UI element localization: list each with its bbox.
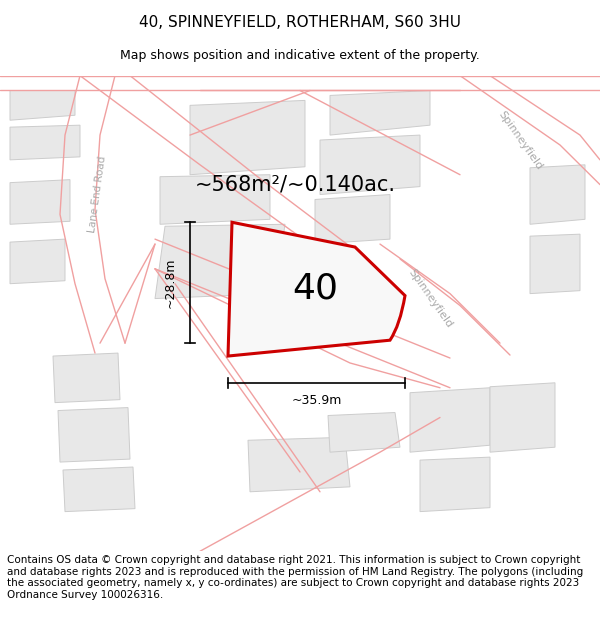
Polygon shape bbox=[248, 438, 350, 492]
Text: Lane End Road: Lane End Road bbox=[86, 156, 107, 234]
Text: 40, SPINNEYFIELD, ROTHERHAM, S60 3HU: 40, SPINNEYFIELD, ROTHERHAM, S60 3HU bbox=[139, 14, 461, 29]
Polygon shape bbox=[530, 234, 580, 294]
Polygon shape bbox=[410, 388, 490, 452]
Text: 40: 40 bbox=[292, 272, 338, 306]
Polygon shape bbox=[490, 382, 555, 452]
Polygon shape bbox=[63, 467, 135, 512]
Text: Lane End Road: Lane End Road bbox=[259, 314, 341, 349]
Text: ~35.9m: ~35.9m bbox=[292, 394, 341, 407]
Text: Spinneyfield: Spinneyfield bbox=[406, 268, 454, 330]
Text: Spinneyfield: Spinneyfield bbox=[496, 109, 544, 171]
Polygon shape bbox=[190, 101, 305, 175]
PathPatch shape bbox=[228, 222, 405, 356]
Text: ~28.8m: ~28.8m bbox=[163, 258, 176, 308]
Polygon shape bbox=[53, 353, 120, 402]
Polygon shape bbox=[320, 135, 420, 194]
Text: Contains OS data © Crown copyright and database right 2021. This information is : Contains OS data © Crown copyright and d… bbox=[7, 555, 583, 600]
Polygon shape bbox=[328, 412, 400, 452]
Polygon shape bbox=[315, 194, 390, 244]
Polygon shape bbox=[10, 239, 65, 284]
Polygon shape bbox=[530, 165, 585, 224]
Polygon shape bbox=[155, 224, 285, 299]
Polygon shape bbox=[160, 175, 270, 224]
Polygon shape bbox=[420, 457, 490, 512]
Polygon shape bbox=[330, 91, 430, 135]
Polygon shape bbox=[10, 91, 75, 120]
Polygon shape bbox=[58, 408, 130, 462]
Text: ~568m²/~0.140ac.: ~568m²/~0.140ac. bbox=[194, 174, 395, 194]
Polygon shape bbox=[10, 125, 80, 160]
Text: Map shows position and indicative extent of the property.: Map shows position and indicative extent… bbox=[120, 49, 480, 62]
Polygon shape bbox=[10, 179, 70, 224]
